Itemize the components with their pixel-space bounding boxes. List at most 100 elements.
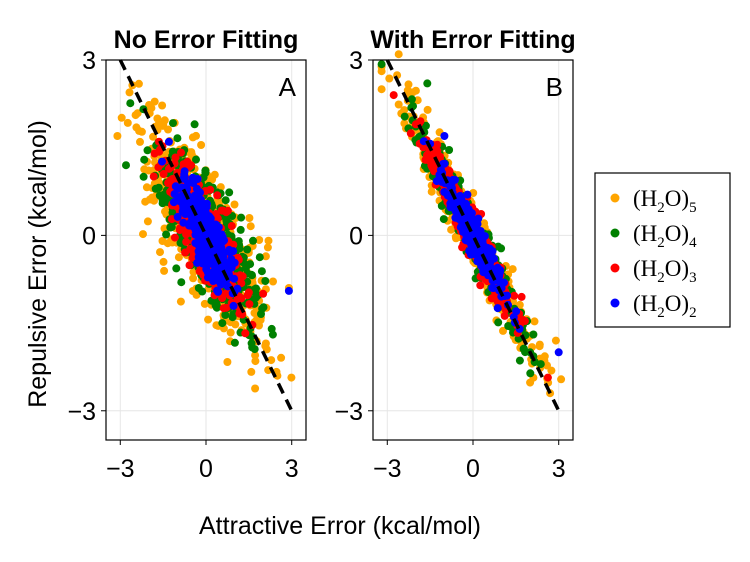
data-point (195, 267, 204, 276)
data-point (235, 244, 244, 253)
data-point (526, 378, 535, 387)
data-point (143, 146, 152, 155)
legend-marker (610, 298, 620, 308)
data-point (277, 353, 286, 362)
data-point (249, 236, 257, 245)
data-point (377, 85, 386, 94)
data-point (204, 315, 213, 324)
data-point (394, 50, 403, 59)
panel-b-ticks: −3 −3 0 0 3 3 (334, 47, 565, 483)
data-point (257, 267, 266, 276)
data-point (243, 245, 252, 254)
data-point (530, 317, 539, 326)
data-point (150, 149, 159, 158)
data-point (517, 292, 526, 301)
data-point (177, 148, 185, 157)
data-point (214, 223, 223, 232)
data-point (529, 330, 538, 339)
legend-entry-label: (H2O)4 (633, 221, 697, 251)
data-point (423, 105, 432, 114)
data-point (173, 134, 182, 143)
panel-a-ticks: −3 −3 0 0 3 3 (67, 47, 298, 483)
data-point (164, 137, 173, 146)
data-point (446, 199, 455, 208)
data-point (223, 358, 232, 366)
data-point (246, 222, 255, 231)
data-point (159, 170, 168, 178)
data-point (508, 265, 517, 274)
data-point (231, 320, 240, 329)
data-point (432, 177, 441, 186)
panel-b: With Error Fitting B −3 −3 0 0 3 3 (334, 26, 575, 483)
y-tick-label: 0 (82, 222, 96, 250)
data-point (394, 100, 403, 109)
data-point (134, 79, 143, 88)
data-point (526, 369, 535, 378)
data-point (206, 214, 215, 223)
data-point (135, 126, 144, 135)
y-tick-label: 3 (349, 47, 363, 75)
panel-a-label: A (279, 72, 297, 102)
data-point (197, 141, 206, 149)
data-point (158, 101, 167, 110)
data-point (245, 214, 254, 222)
panel-b-reference-line (385, 59, 561, 412)
data-point (193, 175, 202, 183)
data-point (142, 183, 151, 192)
data-point (229, 301, 238, 310)
panel-b-title: With Error Fitting (370, 26, 575, 54)
data-point (403, 86, 412, 95)
data-point (436, 152, 445, 161)
data-point (136, 137, 144, 146)
data-point (229, 247, 238, 256)
data-point (166, 223, 175, 232)
data-point (406, 129, 415, 138)
data-point (160, 266, 169, 275)
data-point (400, 112, 409, 121)
data-point (251, 351, 260, 360)
data-point (451, 175, 459, 184)
data-point (203, 268, 212, 277)
data-point (241, 329, 250, 338)
data-point (190, 193, 199, 202)
data-point (244, 288, 253, 297)
data-point (126, 99, 135, 108)
panel-a: No Error Fitting A −3 −3 0 0 3 3 (67, 26, 307, 483)
data-point (433, 140, 442, 149)
data-point (543, 373, 552, 382)
y-tick-label: 3 (82, 47, 96, 75)
data-point (133, 109, 142, 118)
data-point (188, 214, 197, 223)
data-point (494, 242, 503, 251)
data-point (196, 250, 205, 259)
legend-entry-label: (H2O)3 (633, 256, 697, 286)
data-point (174, 253, 183, 262)
data-point (385, 74, 394, 83)
data-point (445, 146, 454, 154)
data-point (212, 239, 221, 248)
data-point (520, 317, 529, 326)
data-point (536, 360, 545, 369)
data-point (440, 188, 449, 196)
data-point (185, 261, 194, 270)
x-tick-label: −3 (106, 455, 135, 483)
y-tick-label: −3 (334, 398, 363, 426)
data-point (251, 384, 260, 393)
data-point (261, 277, 270, 285)
data-point (488, 283, 497, 292)
data-point (251, 357, 260, 366)
y-tick-label: 0 (349, 222, 363, 250)
data-point (113, 132, 122, 140)
data-point (510, 291, 519, 300)
data-point (261, 252, 270, 261)
data-point (480, 219, 489, 228)
legend-marker (610, 228, 620, 238)
data-point (143, 217, 152, 226)
data-point (236, 225, 245, 234)
data-point (473, 229, 482, 238)
data-point (156, 248, 164, 257)
data-point (216, 274, 224, 283)
data-point (557, 375, 566, 384)
data-point (551, 336, 560, 345)
data-point (164, 125, 172, 134)
